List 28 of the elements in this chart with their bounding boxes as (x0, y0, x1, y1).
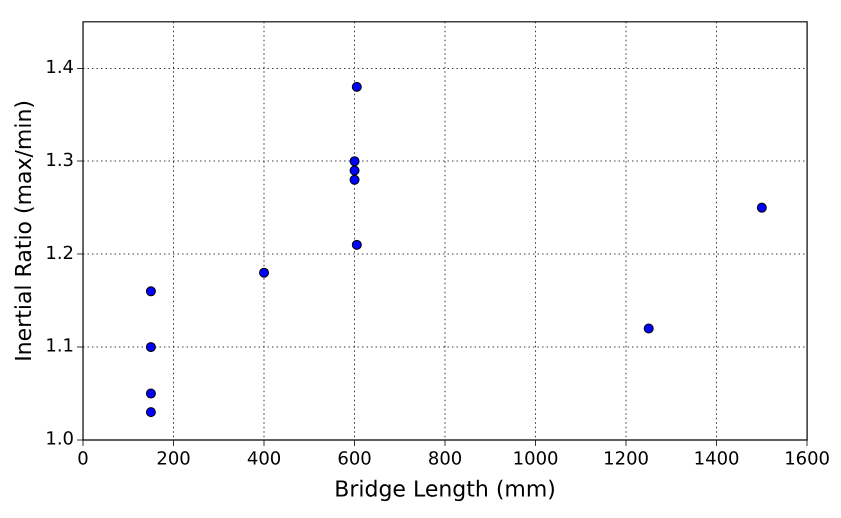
y-tick-label: 1.4 (45, 56, 74, 78)
x-tick-label: 1400 (694, 448, 740, 470)
x-tick-label: 1200 (603, 448, 649, 470)
point (756, 202, 767, 213)
point (350, 165, 360, 176)
point (352, 82, 362, 92)
point (146, 407, 156, 418)
x-tick-label: 0 (77, 448, 89, 470)
x-axis-title: Bridge Length (mm) (334, 478, 556, 503)
point (259, 268, 270, 278)
x-tick-label: 400 (246, 448, 282, 470)
y-tick-label: 1.3 (45, 150, 74, 171)
y-tick-label: 1.0 (45, 428, 74, 450)
point (146, 388, 156, 399)
x-tick-label: 600 (337, 448, 372, 470)
x-tick-label: 1600 (784, 448, 830, 470)
point (350, 156, 360, 166)
point (146, 342, 156, 352)
point (644, 323, 654, 334)
point (350, 174, 360, 185)
x-tick-label: 1000 (512, 448, 558, 470)
point (352, 240, 362, 250)
y-tick-label: 1.2 (45, 242, 74, 264)
y-axis-title: Inertial Ratio (max/min) (12, 100, 37, 362)
x-tick-label: 800 (428, 448, 462, 470)
x-tick-label: 200 (156, 448, 191, 470)
point (146, 286, 156, 296)
y-tick-label: 1.1 (45, 336, 74, 357)
